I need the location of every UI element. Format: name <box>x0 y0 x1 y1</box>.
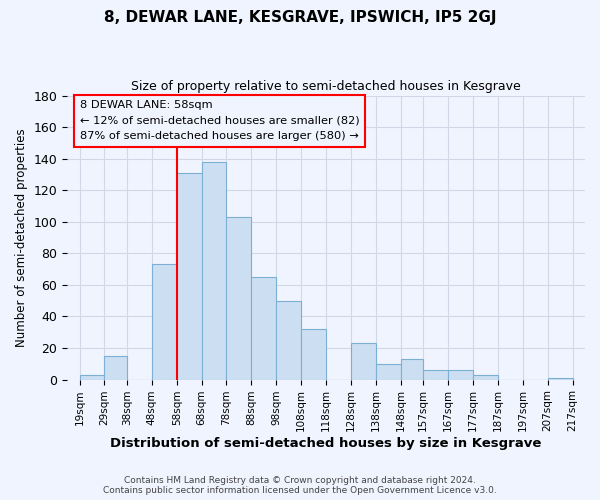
Bar <box>448 370 473 380</box>
Text: 8 DEWAR LANE: 58sqm
← 12% of semi-detached houses are smaller (82)
87% of semi-d: 8 DEWAR LANE: 58sqm ← 12% of semi-detach… <box>80 100 359 141</box>
Bar <box>202 162 226 380</box>
Bar <box>226 217 251 380</box>
Bar <box>176 173 202 380</box>
Bar <box>276 300 301 380</box>
Bar <box>251 277 276 380</box>
Bar <box>152 264 176 380</box>
Bar <box>80 375 104 380</box>
Title: Size of property relative to semi-detached houses in Kesgrave: Size of property relative to semi-detach… <box>131 80 521 93</box>
Bar <box>473 375 498 380</box>
Bar <box>401 359 423 380</box>
Bar <box>351 344 376 380</box>
Bar <box>301 329 326 380</box>
Bar <box>548 378 572 380</box>
Bar <box>376 364 401 380</box>
Text: Contains HM Land Registry data © Crown copyright and database right 2024.
Contai: Contains HM Land Registry data © Crown c… <box>103 476 497 495</box>
Y-axis label: Number of semi-detached properties: Number of semi-detached properties <box>15 128 28 347</box>
Text: 8, DEWAR LANE, KESGRAVE, IPSWICH, IP5 2GJ: 8, DEWAR LANE, KESGRAVE, IPSWICH, IP5 2G… <box>104 10 496 25</box>
X-axis label: Distribution of semi-detached houses by size in Kesgrave: Distribution of semi-detached houses by … <box>110 437 542 450</box>
Bar <box>104 356 127 380</box>
Bar <box>423 370 448 380</box>
